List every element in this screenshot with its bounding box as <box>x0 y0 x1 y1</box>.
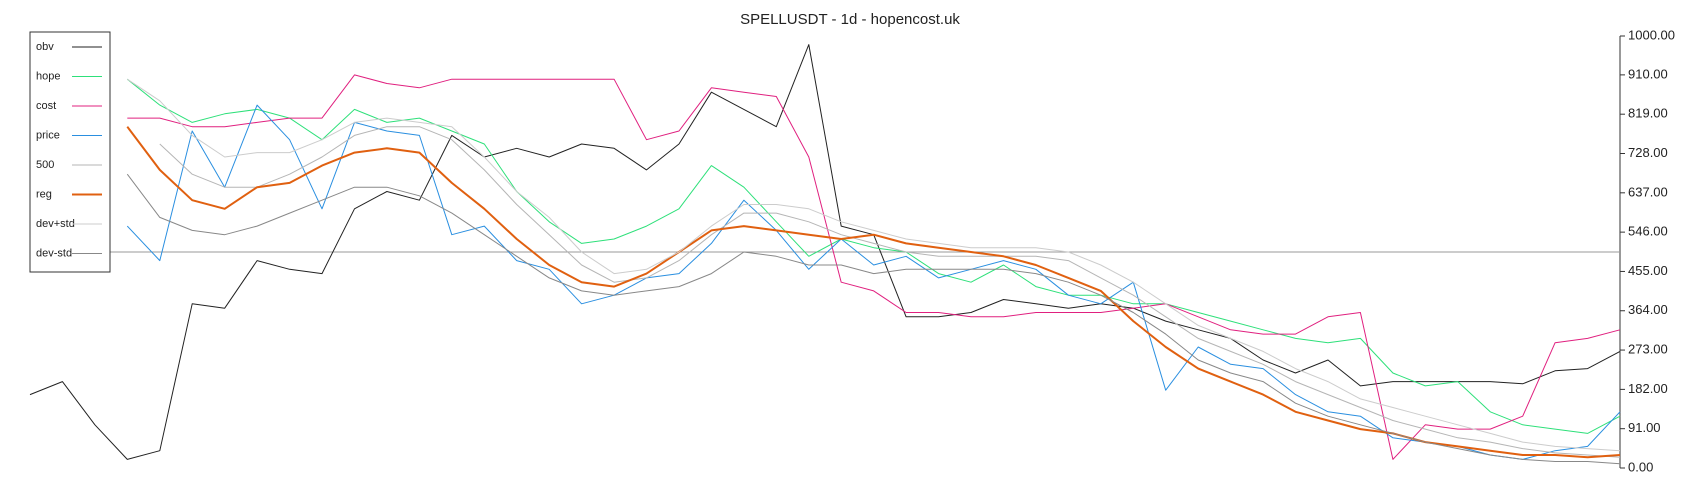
y-tick-label: 1000.00 <box>1628 27 1675 42</box>
legend: obv hope cost price 500 reg dev+std dev-std <box>29 31 111 273</box>
y-tick-label: 910.00 <box>1628 66 1668 81</box>
legend-label: cost <box>36 100 56 112</box>
legend-label: price <box>36 129 60 141</box>
legend-label: 500 <box>36 159 54 171</box>
series-line <box>126 126 1621 459</box>
legend-label: reg <box>36 188 52 200</box>
series-line <box>126 104 1621 460</box>
y-tick-label: 546.00 <box>1628 224 1668 239</box>
y-tick-label: 819.00 <box>1628 106 1668 121</box>
y-tick-label: 637.00 <box>1628 184 1668 199</box>
y-tick-label: 728.00 <box>1628 145 1668 160</box>
y-tick-label: 273.00 <box>1628 342 1668 357</box>
legend-label: obv <box>36 41 54 53</box>
legend-box <box>29 31 111 273</box>
y-tick-label: 455.00 <box>1628 263 1668 278</box>
series-line <box>29 44 1621 460</box>
legend-label: hope <box>36 70 60 82</box>
legend-label: dev-std <box>36 247 72 259</box>
series-line <box>126 173 1621 465</box>
y-tick-label: 364.00 <box>1628 302 1668 317</box>
series-line <box>127 78 1621 452</box>
series-line <box>126 78 1621 434</box>
series-line <box>127 74 1621 460</box>
y-tick-label: 182.00 <box>1628 381 1668 396</box>
series-line <box>159 126 1621 458</box>
legend-label: dev+std <box>36 218 75 230</box>
y-tick-label: 91.00 <box>1628 420 1661 435</box>
y-tick-label: 0.00 <box>1628 459 1653 474</box>
chart-title: SPELLUSDT - 1d - hopencost.uk <box>740 11 960 28</box>
